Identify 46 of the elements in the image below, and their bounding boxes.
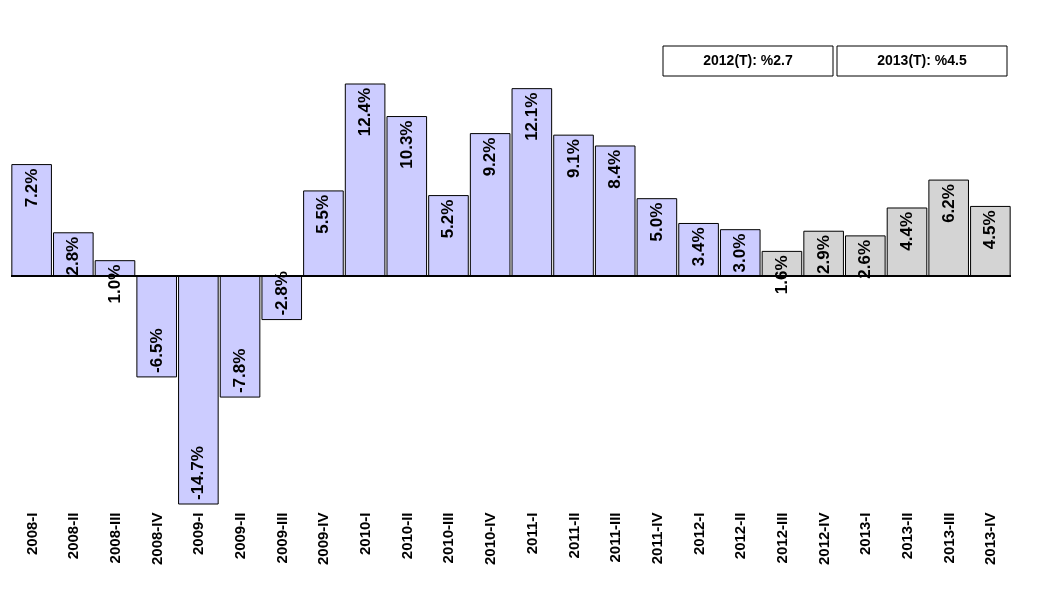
data-label: 9.1%	[563, 139, 583, 178]
x-tick-label: 2013-IV	[981, 512, 999, 566]
data-label: -14.7%	[188, 446, 208, 500]
x-tick-label: 2012-I	[689, 512, 707, 556]
data-label: 8.4%	[605, 149, 625, 189]
x-tick-label: 2013-I	[856, 512, 874, 556]
text: 2013(T): %4.5	[877, 52, 967, 68]
x-tick-label: 2010-III	[439, 512, 457, 564]
x-tick-label: 2009-III	[272, 512, 290, 564]
x-tick-label: 2011-I	[522, 512, 540, 555]
x-tick-label: 2009-I	[189, 512, 207, 556]
data-label: 10.3%	[396, 120, 416, 169]
data-label: 5.5%	[313, 194, 333, 234]
x-tick-label: 2010-IV	[481, 512, 499, 566]
x-tick-label: 2010-II	[397, 512, 415, 560]
x-tick-label: 2008-II	[64, 512, 82, 560]
x-tick-label: 2011-III	[606, 512, 624, 563]
data-label: 4.4%	[897, 211, 916, 251]
x-tick-label: 2011-II	[564, 512, 582, 559]
x-tick-label: 2008-IV	[147, 512, 165, 566]
data-label: 3.4%	[688, 227, 708, 267]
x-tick-label: 2009-II	[231, 512, 249, 560]
x-tick-label: 2008-III	[106, 512, 123, 564]
data-label: 12.4%	[355, 88, 375, 137]
x-tick-label: 2008-I	[22, 512, 40, 556]
data-label: 12.1%	[521, 92, 541, 141]
data-label: 9.2%	[480, 137, 500, 177]
data-label: 2.9%	[813, 235, 833, 274]
data-label: 3.0%	[730, 233, 750, 273]
x-tick-label: 2013-II	[898, 512, 915, 560]
x-tick-label: 2009-IV	[314, 512, 332, 566]
x-tick-label: 2012-III	[772, 512, 790, 564]
text: 2012(T): %2.7	[703, 52, 793, 68]
x-tick-label: 2013-III	[939, 512, 957, 564]
data-label: 7.2%	[21, 168, 41, 208]
data-label: 5.2%	[438, 199, 458, 239]
data-label: -7.8%	[230, 348, 250, 394]
x-tick-label: 2012-II	[731, 512, 749, 560]
data-label: 6.2%	[938, 184, 958, 223]
data-label: 2.8%	[63, 236, 83, 276]
data-label: 4.5%	[980, 210, 1000, 250]
x-tick-label: 2011-IV	[647, 512, 665, 565]
data-label: -6.5%	[146, 328, 166, 373]
x-tick-label: 2010-I	[356, 512, 374, 556]
x-tick-label: 2012-IV	[814, 512, 832, 566]
data-label: 5.0%	[646, 202, 666, 242]
